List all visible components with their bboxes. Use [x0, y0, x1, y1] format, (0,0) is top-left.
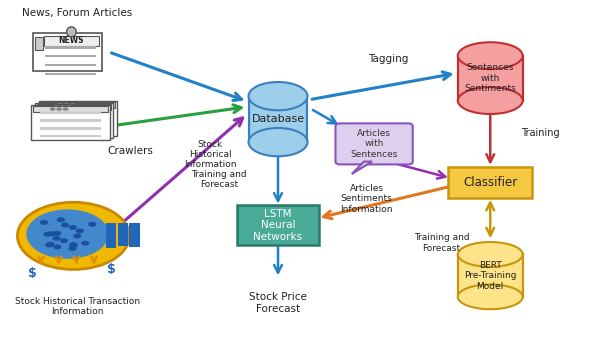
Circle shape	[88, 222, 97, 227]
Bar	[43, 109, 105, 112]
Circle shape	[53, 244, 61, 249]
Bar	[44, 73, 96, 75]
Bar	[44, 55, 96, 58]
Bar	[40, 127, 101, 130]
Circle shape	[57, 103, 62, 106]
Circle shape	[66, 105, 72, 109]
Ellipse shape	[458, 87, 523, 114]
Text: Database: Database	[251, 114, 305, 124]
Circle shape	[76, 229, 84, 234]
Circle shape	[62, 107, 68, 111]
Bar	[118, 223, 128, 246]
FancyBboxPatch shape	[44, 36, 100, 45]
Bar	[44, 46, 96, 49]
Bar	[458, 255, 523, 297]
Bar	[43, 133, 105, 135]
FancyBboxPatch shape	[335, 124, 413, 164]
Text: Tagging: Tagging	[368, 54, 408, 64]
Bar	[106, 223, 116, 248]
Text: $: $	[107, 263, 116, 276]
Circle shape	[69, 225, 77, 230]
Bar	[130, 223, 140, 247]
Text: LSTM
Neural
Networks: LSTM Neural Networks	[253, 209, 302, 242]
Text: Sentences
with
Sentiments: Sentences with Sentiments	[464, 63, 516, 93]
FancyBboxPatch shape	[238, 205, 319, 245]
Polygon shape	[352, 162, 372, 174]
Circle shape	[68, 246, 77, 251]
Bar	[40, 119, 101, 122]
Circle shape	[53, 105, 59, 109]
FancyBboxPatch shape	[33, 33, 102, 71]
Text: Stock Price
Forecast: Stock Price Forecast	[249, 292, 307, 314]
Text: Stock
Historical
Information: Stock Historical Information	[184, 140, 236, 169]
Text: BERT
Pre-Training
Model: BERT Pre-Training Model	[464, 261, 517, 290]
Ellipse shape	[458, 42, 523, 69]
Bar	[44, 64, 96, 66]
Text: Classifier: Classifier	[463, 176, 517, 189]
Bar	[47, 115, 109, 118]
FancyBboxPatch shape	[31, 105, 110, 140]
Text: Training and
Forecast: Training and Forecast	[413, 233, 469, 253]
Circle shape	[53, 231, 61, 236]
Circle shape	[56, 107, 62, 111]
Circle shape	[70, 243, 77, 248]
Circle shape	[47, 242, 55, 247]
Circle shape	[60, 105, 65, 109]
Text: News, Forum Articles: News, Forum Articles	[22, 8, 132, 18]
Circle shape	[47, 231, 56, 236]
Text: NEWS: NEWS	[59, 36, 84, 45]
Text: $: $	[28, 267, 37, 279]
Circle shape	[69, 242, 77, 247]
Bar	[458, 56, 523, 100]
Ellipse shape	[458, 242, 523, 267]
Circle shape	[57, 217, 65, 222]
Bar	[47, 131, 109, 133]
Bar	[47, 107, 109, 110]
Ellipse shape	[248, 128, 307, 156]
Text: Stock Historical Transaction
Information: Stock Historical Transaction Information	[15, 297, 140, 316]
Circle shape	[17, 202, 130, 269]
Circle shape	[61, 223, 70, 228]
FancyBboxPatch shape	[40, 102, 115, 108]
Circle shape	[50, 107, 56, 111]
Bar	[40, 111, 101, 114]
Circle shape	[40, 220, 48, 225]
Ellipse shape	[458, 284, 523, 309]
Text: Articles
Sentiments
Information: Articles Sentiments Information	[340, 184, 392, 214]
FancyBboxPatch shape	[35, 37, 43, 50]
Bar	[40, 135, 101, 137]
Circle shape	[81, 241, 89, 246]
Bar	[47, 123, 109, 125]
Text: Training and
Forecast: Training and Forecast	[191, 170, 247, 189]
Bar	[43, 117, 105, 120]
Text: Training: Training	[521, 128, 560, 138]
Circle shape	[45, 242, 53, 247]
Ellipse shape	[248, 82, 307, 110]
Bar	[248, 96, 307, 142]
FancyBboxPatch shape	[35, 103, 113, 138]
Circle shape	[73, 234, 82, 239]
Text: Articles
with
Sentences: Articles with Sentences	[350, 129, 398, 159]
FancyBboxPatch shape	[448, 167, 532, 198]
Circle shape	[52, 236, 61, 241]
Circle shape	[43, 232, 52, 237]
Ellipse shape	[67, 27, 76, 37]
FancyBboxPatch shape	[33, 106, 108, 112]
FancyBboxPatch shape	[38, 101, 116, 136]
Circle shape	[26, 209, 109, 259]
Circle shape	[60, 238, 68, 243]
FancyBboxPatch shape	[37, 104, 112, 110]
Circle shape	[63, 103, 69, 106]
Bar	[43, 125, 105, 127]
Text: Crawlers: Crawlers	[107, 146, 154, 156]
Circle shape	[70, 103, 76, 106]
